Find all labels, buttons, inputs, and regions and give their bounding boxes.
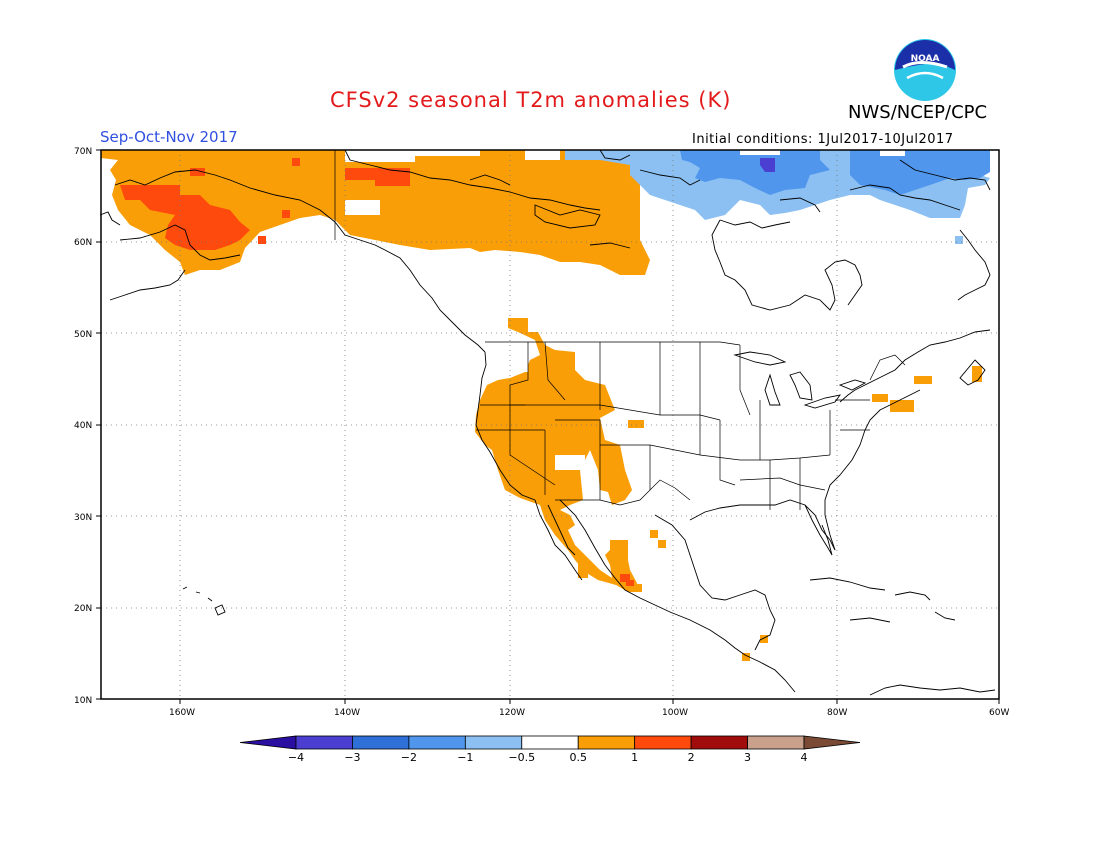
latitude-labels: 70N 60N 50N 40N 30N 20N 10N (74, 147, 92, 706)
lon-label: 120W (499, 708, 525, 718)
anomaly-hot-alaska (120, 185, 250, 250)
colorbar-label: −3 (344, 751, 360, 764)
lat-label: 10N (74, 696, 92, 706)
lat-label: 60N (74, 238, 92, 248)
noaa-logo: NOAA (894, 39, 956, 101)
colorbar-segment (239, 735, 297, 750)
colorbar-label: 2 (688, 751, 695, 764)
colorbar-segment (634, 735, 692, 750)
colorbar-label: 1 (631, 751, 638, 764)
lat-label: 20N (74, 604, 92, 614)
lat-label: 50N (74, 330, 92, 340)
noaa-logo-text: NOAA (911, 54, 940, 64)
colorbar-segment (295, 735, 353, 750)
colorbar-label: −4 (288, 751, 304, 764)
coastlines (99, 149, 996, 696)
lon-label: 60W (989, 708, 1009, 718)
agency-label: NWS/NCEP/CPC (848, 102, 988, 123)
initial-conditions-label: Initial conditions: 1Jul2017-10Jul2017 (692, 132, 954, 147)
colorbar-label: −1 (457, 751, 473, 764)
lon-label: 80W (827, 708, 847, 718)
season-label: Sep-Oct-Nov 2017 (100, 128, 238, 146)
lon-label: 160W (169, 708, 195, 718)
lon-label: 140W (334, 708, 360, 718)
longitude-labels: 160W 140W 120W 100W 80W 60W (169, 708, 1009, 718)
colorbar-segment (690, 735, 748, 750)
political-borders (334, 150, 906, 510)
lon-label: 100W (662, 708, 688, 718)
lat-label: 70N (74, 147, 92, 157)
colorbar-label: 0.5 (569, 751, 587, 764)
colorbar-segment (521, 735, 579, 750)
colorbar-label: 3 (744, 751, 751, 764)
colorbar-segment (747, 735, 805, 750)
colorbar-label: −2 (401, 751, 417, 764)
colorbar: −4 −3 −2 −1 −0.5 0.5 1 2 3 4 (239, 735, 861, 764)
map-frame: 70N 60N 50N 40N 30N 20N 10N 160W (74, 147, 1009, 718)
map-title: CFSv2 seasonal T2m anomalies (K) (330, 88, 732, 112)
colorbar-segment (352, 735, 410, 750)
colorbar-segment (408, 735, 466, 750)
lat-label: 30N (74, 513, 92, 523)
colorbar-segment (464, 735, 523, 750)
lat-label: 40N (74, 421, 92, 431)
colorbar-label: −0.5 (508, 751, 535, 764)
colorbar-segment (577, 735, 636, 750)
colorbar-label: 4 (801, 751, 808, 764)
colorbar-segment (803, 735, 861, 750)
anomaly-shading (101, 150, 990, 661)
